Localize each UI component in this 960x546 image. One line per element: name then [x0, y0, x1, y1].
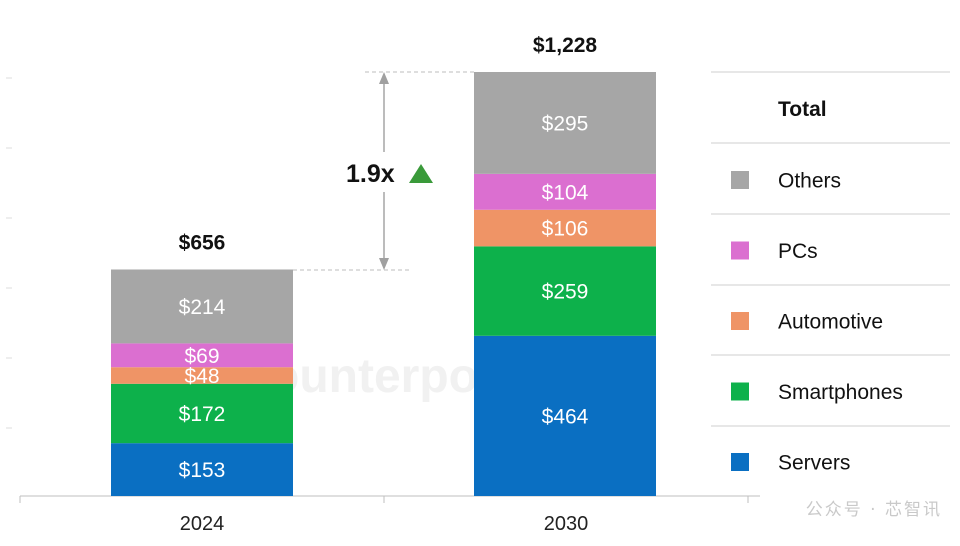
data-label-smartphones-2024: $172 — [179, 403, 226, 426]
legend-rows: Others PCs Automotive Smartphones Servers — [711, 71, 950, 475]
labels-layer: $153 $172 $48$69 $214 $656 $464 $259 $106 $104 $2… — [179, 34, 598, 482]
y-axis-ticks — [6, 77, 12, 429]
category-label-2030: 2030 — [544, 513, 589, 535]
bar-segment-servers-2030 — [474, 335, 656, 496]
legend: Total Others PCs Automotive Smartphones Serv… — [711, 71, 950, 475]
bar-segment-others-2024 — [111, 269, 293, 344]
data-label-servers-2030: $464 — [542, 405, 589, 428]
data-label-pcs-2024: $69 — [184, 345, 219, 368]
legend-swatch-others — [731, 171, 749, 189]
growth-arrowhead-up-icon — [379, 72, 389, 84]
total-label-2024: $656 — [179, 231, 226, 254]
bar-segment-servers-2024 — [111, 443, 293, 496]
total-label-2030: $1,228 — [533, 34, 598, 57]
data-label-automotive-2024: $48 — [184, 365, 219, 388]
bar-segment-others-2030 — [474, 72, 656, 174]
legend-swatch-servers — [731, 453, 749, 471]
bar-segment-automotive-2024 — [111, 367, 293, 384]
legend-label-others: Others — [778, 170, 841, 193]
bar-segment-pcs-2030 — [474, 173, 656, 210]
growth-multiplier-label: 1.9x — [346, 160, 395, 188]
bar-segment-smartphones-2030 — [474, 246, 656, 336]
legend-label-servers: Servers — [778, 452, 850, 475]
bar-segment-smartphones-2024 — [111, 383, 293, 444]
category-label-2024: 2024 — [180, 513, 225, 535]
watermark-footer: 公众号 · 芯智讯 — [805, 500, 942, 520]
bar-segment-automotive-2030 — [474, 209, 656, 247]
legend-label-automotive: Automotive — [778, 311, 883, 334]
growth-arrowhead-down-icon — [379, 258, 389, 270]
data-label-automotive-2030: $106 — [542, 218, 589, 241]
legend-swatch-automotive — [731, 312, 749, 330]
bar-segment-pcs-2024 — [111, 343, 293, 368]
legend-title: Total — [778, 98, 827, 121]
growth-annotation: 1.9x — [293, 71, 474, 271]
data-label-others-2030: $295 — [542, 112, 589, 135]
data-label-pcs-2030: $104 — [542, 181, 589, 204]
legend-swatch-smartphones — [731, 382, 749, 401]
growth-up-triangle-icon — [409, 164, 433, 183]
data-label-others-2024: $214 — [179, 296, 226, 319]
legend-label-smartphones: Smartphones — [778, 381, 903, 404]
data-label-servers-2024: $153 — [179, 459, 226, 482]
legend-swatch-pcs — [731, 241, 749, 260]
legend-label-pcs: PCs — [778, 240, 818, 263]
bars-layer — [111, 72, 656, 496]
data-label-smartphones-2030: $259 — [542, 281, 589, 304]
